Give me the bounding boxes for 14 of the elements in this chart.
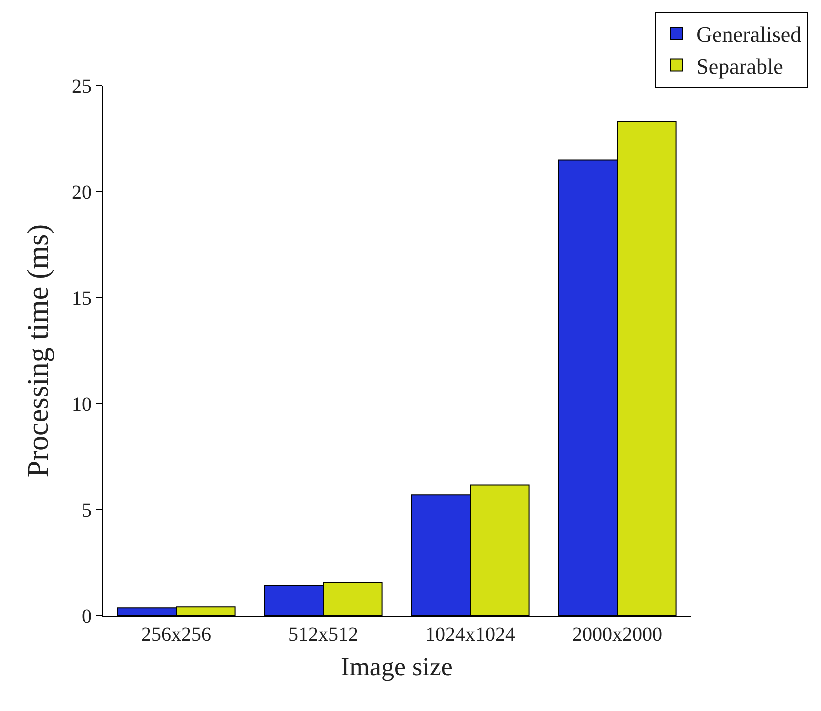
legend-label: Separable (696, 54, 784, 79)
x-tick-label: 1024x1024 (426, 624, 516, 646)
y-tick-label: 20 (72, 182, 92, 204)
y-tick-label: 10 (72, 394, 92, 416)
x-axis-title: Image size (341, 652, 453, 682)
y-tick-label: 5 (82, 500, 92, 522)
y-tick-label: 25 (72, 76, 92, 98)
x-tick-label: 512x512 (288, 624, 358, 646)
y-tick-label: 0 (82, 606, 92, 628)
y-axis-title: Processing time (ms) (22, 224, 55, 478)
x-tick-label: 256x256 (142, 624, 212, 646)
legend-label: Generalised (696, 22, 802, 48)
y-tick-label: 15 (72, 288, 92, 310)
x-tick-label: 2000x2000 (572, 624, 662, 646)
